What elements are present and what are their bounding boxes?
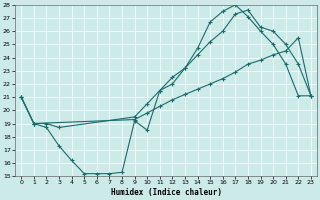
X-axis label: Humidex (Indice chaleur): Humidex (Indice chaleur) (111, 188, 221, 197)
